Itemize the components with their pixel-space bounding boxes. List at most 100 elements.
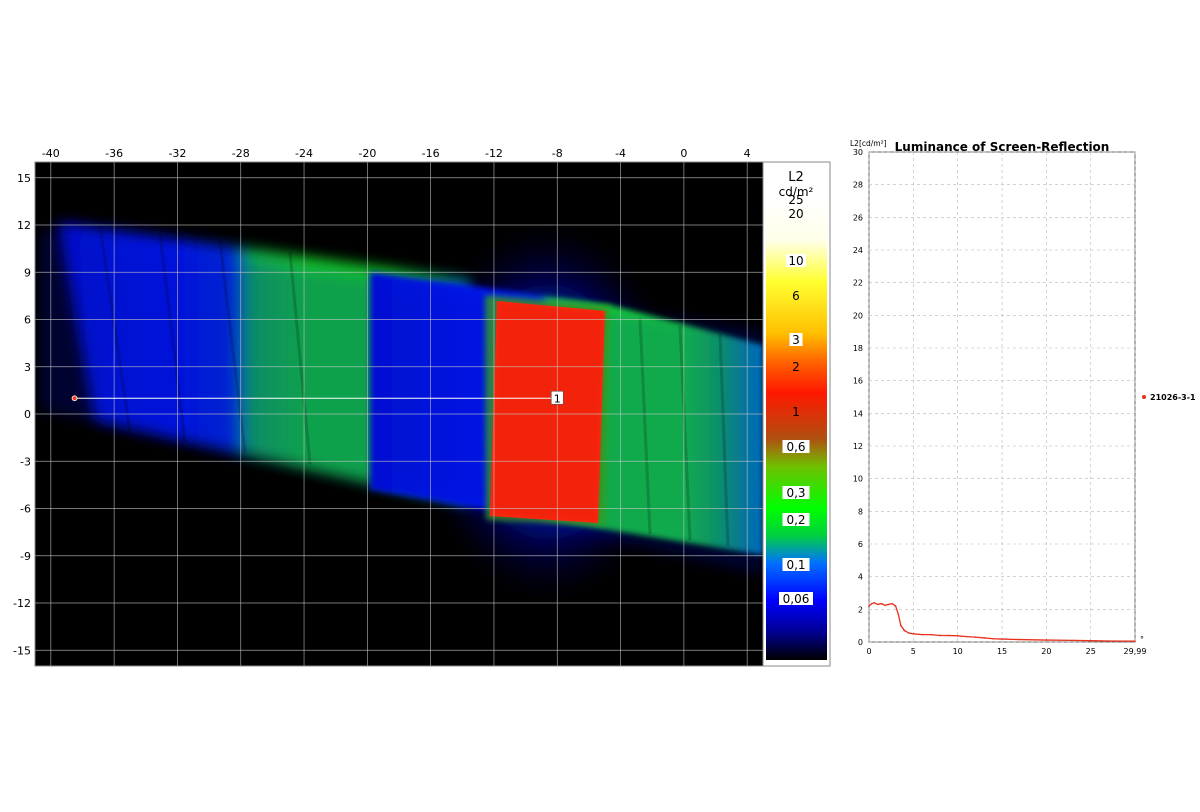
luminance-heatmap: -40 -36 -32 -28 -24 -20 -16 -12 -8 -4 0 4 15129630-… xyxy=(13,147,831,667)
y-tick-label: -6 xyxy=(20,503,31,516)
measurement-line-marker: 1 xyxy=(71,390,564,405)
x-tick-label: 0 xyxy=(680,147,687,160)
profile-y-tick-label: 6 xyxy=(858,540,863,549)
profile-y-axis-label: L2[cd/m²] xyxy=(850,139,887,148)
colorbar-label-box xyxy=(782,486,810,499)
colorbar-label: 10 xyxy=(788,254,803,268)
profile-data-point xyxy=(1045,639,1048,641)
profile-data-point xyxy=(930,633,932,636)
y-tick-label: 9 xyxy=(24,266,31,279)
profile-y-tick-label: 10 xyxy=(853,475,863,484)
colorbar-label: 0,1 xyxy=(786,558,805,572)
profile-data-point xyxy=(1072,639,1074,642)
colorbar-label: 1 xyxy=(792,405,800,419)
profile-x-ticks: 0 5 10 15 20 25 29,99 xyxy=(866,647,1146,656)
profile-data-point xyxy=(912,633,915,635)
profile-x-tick-label: 0 xyxy=(866,647,871,656)
profile-data-point xyxy=(921,633,924,636)
profile-y-tick-label: 20 xyxy=(853,311,863,320)
profile-data-point xyxy=(894,605,897,607)
x-tick-label: -4 xyxy=(615,147,626,160)
profile-data-point xyxy=(1001,638,1003,640)
measurement-label: 1 xyxy=(554,392,561,405)
profile-data-point xyxy=(908,632,910,634)
colorbar-unit: cd/m² xyxy=(779,185,814,199)
colorbar-label: 0,6 xyxy=(786,440,805,454)
luminance-heatmap-panel: -40 -36 -32 -28 -24 -20 -16 -12 -8 -4 0 4 15 12 9 6 3 0-… xyxy=(13,147,831,667)
luminance-profile-chart: Luminance of Screen-Reflection L2[cd/m²]… xyxy=(850,139,1196,656)
profile-data-point xyxy=(903,629,906,632)
colorbar-label-box xyxy=(782,558,810,571)
measurement-start-point xyxy=(71,395,78,402)
y-tick-label: 3 xyxy=(24,361,31,374)
profile-data-point xyxy=(873,602,876,604)
profile-y-tick-label: 12 xyxy=(853,442,863,451)
profile-legend: 21026-3-1 xyxy=(1142,393,1196,402)
profile-y-tick-label: 26 xyxy=(853,213,863,222)
profile-y-tick-label: 2 xyxy=(858,605,863,614)
profile-y-tick-label: 16 xyxy=(853,377,863,386)
colorbar-label: 6 xyxy=(792,289,800,303)
profile-y-tick-label: 0 xyxy=(858,638,863,647)
x-tick-label: -24 xyxy=(295,147,313,160)
x-tick-label: -16 xyxy=(422,147,440,160)
profile-y-tick-label: 14 xyxy=(853,409,863,418)
profile-series xyxy=(868,602,1136,642)
profile-y-tick-label: 8 xyxy=(858,507,863,516)
colorbar-label: 0,3 xyxy=(786,486,805,500)
measurement-label-box xyxy=(550,390,564,405)
colorbar-label: 3 xyxy=(792,333,800,347)
profile-data-point xyxy=(974,636,977,638)
profile-x-tick-label: 5 xyxy=(911,647,916,656)
profile-data-point xyxy=(956,634,959,637)
profile-title: Luminance of Screen-Reflection xyxy=(895,140,1110,154)
profile-data-point xyxy=(868,605,870,607)
colorbar-label: 0,2 xyxy=(786,513,805,527)
colorbar-label: 25 xyxy=(788,193,803,207)
colorbar-label-box xyxy=(786,254,806,267)
profile-data-point xyxy=(1018,638,1021,641)
y-tick-label: 6 xyxy=(24,314,31,327)
colorbar-label: 20 xyxy=(788,207,803,221)
profile-data-point xyxy=(1134,640,1136,642)
legend-label: 21026-3-1 xyxy=(1150,393,1196,402)
profile-data-point xyxy=(1107,640,1110,642)
profile-x-tick-label: 25 xyxy=(1086,647,1096,656)
profile-y-tick-label: 28 xyxy=(853,181,863,190)
x-tick-label: -8 xyxy=(552,147,563,160)
x-tick-label: -28 xyxy=(232,147,250,160)
profile-x-tick-label: 15 xyxy=(997,647,1007,656)
band-stripes xyxy=(98,225,730,547)
red-screen-shade xyxy=(490,301,605,523)
profile-y-tick-label: 4 xyxy=(858,573,863,582)
colorbar-label: 2 xyxy=(792,360,800,374)
legend-marker xyxy=(1142,395,1146,399)
luminance-profile-panel: Luminance of Screen-Reflection L2[cd/m²]… xyxy=(840,0,1200,808)
profile-x-tick-label: 10 xyxy=(953,647,963,656)
x-tick-label: -20 xyxy=(358,147,376,160)
y-tick-label: 15 xyxy=(17,172,31,185)
profile-data-point xyxy=(965,635,968,638)
heatmap-x-ticks: -40 -36 -32 -28 -24 -20 -16 -12 -8 -4 0 4 xyxy=(42,147,751,160)
colorbar-label-box xyxy=(782,440,810,453)
profile-data-point xyxy=(880,602,883,605)
colorbar-label-box xyxy=(782,513,810,526)
profile-data-point xyxy=(992,637,994,640)
heatmap-grid xyxy=(35,162,763,666)
x-tick-label: -40 xyxy=(42,147,60,160)
y-tick-label: -3 xyxy=(20,455,31,468)
x-tick-label: -32 xyxy=(168,147,186,160)
profile-data-point xyxy=(877,603,879,606)
profile-y-tick-label: 30 xyxy=(853,148,863,157)
profile-data-point xyxy=(870,602,873,605)
profile-data-point xyxy=(939,634,941,637)
x-tick-label: -12 xyxy=(485,147,503,160)
x-tick-label: 4 xyxy=(744,147,751,160)
profile-y-tick-label: 24 xyxy=(853,246,863,255)
profile-data-point xyxy=(983,637,986,639)
x-tick-label: -36 xyxy=(105,147,123,160)
profile-y-tick-label: 18 xyxy=(853,344,863,353)
